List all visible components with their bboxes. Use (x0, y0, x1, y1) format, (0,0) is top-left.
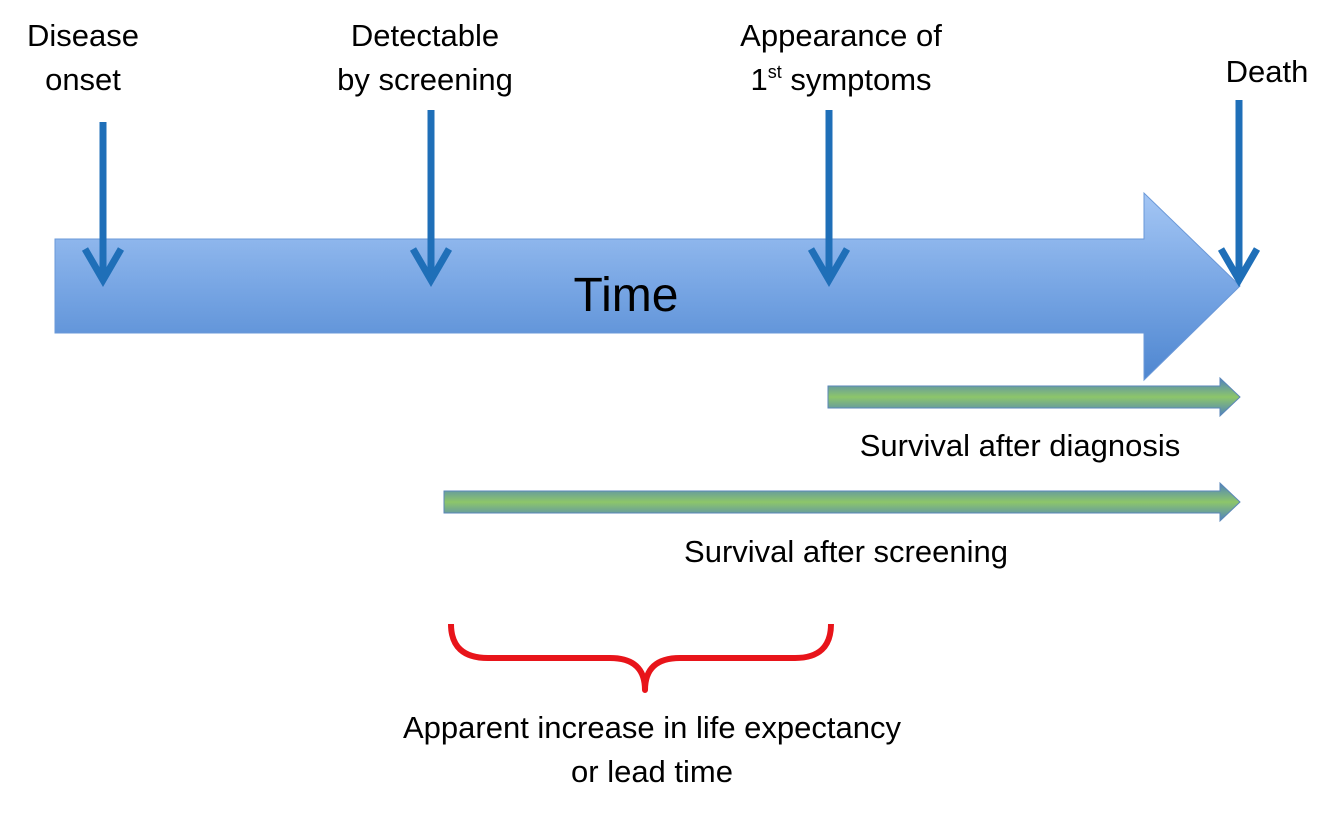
detectable-arrow (409, 110, 453, 287)
symptoms-line2-text: symptoms (781, 62, 932, 97)
symptoms-label: Appearance of 1st symptoms (700, 14, 982, 102)
death-label: Death (1200, 50, 1334, 94)
survival-after-diagnosis-arrow (827, 376, 1241, 418)
disease-onset-line2: onset (45, 62, 121, 97)
lead-time-line2: or lead time (571, 754, 733, 789)
death-arrow (1217, 100, 1261, 287)
symptoms-arrow (807, 110, 851, 287)
time-arrow (54, 191, 1241, 382)
disease-onset-arrow (81, 122, 125, 287)
detectable-line1: Detectable (350, 18, 500, 53)
death-label-text: Death (1225, 54, 1309, 89)
survival-after-screening-text: Survival after screening (684, 534, 1008, 569)
time-label: Time (573, 269, 679, 322)
survival-after-screening-label: Survival after screening (646, 530, 1046, 574)
lead-time-label: Apparent increase in life expectancy or … (352, 706, 952, 794)
disease-onset-line1: Disease (27, 18, 139, 53)
lead-time-brace (448, 623, 834, 693)
detectable-label: Detectable by screening (300, 14, 550, 102)
disease-onset-label: Disease onset (0, 14, 166, 102)
survival-after-diagnosis-label: Survival after diagnosis (820, 424, 1220, 468)
symptoms-line1: Appearance of (740, 18, 942, 53)
survival-after-screening-arrow (443, 481, 1241, 523)
symptoms-line2: 1st symptoms (700, 58, 982, 102)
symptoms-ordinal-suffix: st (767, 62, 782, 82)
lead-time-line1: Apparent increase in life expectancy (402, 710, 901, 745)
symptoms-ordinal-number: 1 (750, 62, 768, 97)
detectable-line2: by screening (337, 62, 513, 97)
survival-after-diagnosis-text: Survival after diagnosis (859, 428, 1181, 463)
